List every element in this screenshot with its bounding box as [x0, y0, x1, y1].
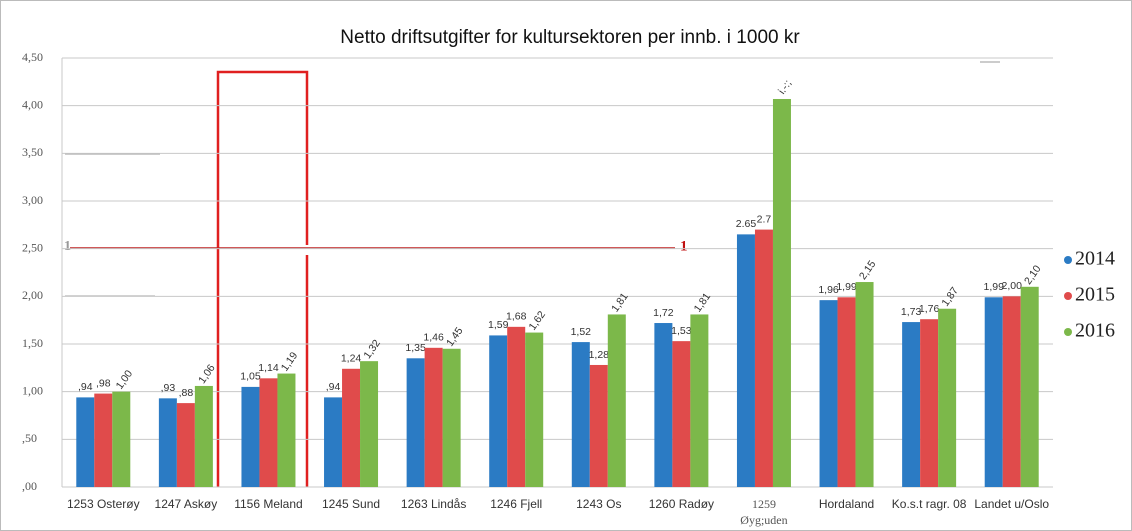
- data-label: 1,35: [405, 342, 426, 354]
- x-tick-label-part: Øyg;uden: [740, 513, 787, 527]
- bar: [690, 314, 709, 487]
- data-label: ,93: [161, 382, 176, 394]
- x-tick-label: 1243 Os: [576, 497, 621, 511]
- bar: [837, 297, 856, 487]
- bar: [406, 358, 425, 487]
- annotation-box: [216, 70, 309, 487]
- data-label: 1,96: [818, 284, 839, 296]
- bar: [736, 234, 755, 487]
- y-tick-label: 3,00: [22, 193, 43, 207]
- bar: [442, 348, 461, 487]
- bar: [984, 297, 1003, 487]
- bar: [194, 385, 213, 487]
- data-label: 1,53: [671, 325, 692, 337]
- data-label: 1,24: [341, 353, 362, 365]
- bar: [112, 391, 131, 487]
- x-tick-label: 1260 Radøy: [649, 497, 714, 511]
- y-tick-label: 4,50: [22, 50, 43, 64]
- bar: [259, 378, 278, 487]
- data-label: 2.65: [736, 218, 757, 230]
- bar: [1002, 296, 1021, 487]
- x-tick-label: 1245 Sund: [322, 497, 380, 511]
- bar: [938, 308, 957, 487]
- bar: [571, 342, 590, 487]
- y-tick-label: 1,50: [22, 336, 43, 350]
- bar: [672, 341, 691, 487]
- y-tick-label: 2,00: [22, 288, 43, 302]
- y-tick-label: ,50: [22, 431, 37, 445]
- y-tick-label: 3,50: [22, 145, 43, 159]
- x-tick-label: 1259 Øyg;uden: [740, 497, 787, 527]
- bar: [902, 322, 921, 487]
- data-label: 1,68: [506, 311, 527, 323]
- bar: [1020, 286, 1039, 487]
- data-label: 1,28: [589, 349, 610, 361]
- legend-swatch: [1064, 256, 1072, 264]
- data-label: 1,14: [258, 362, 279, 374]
- data-label: ,88: [179, 387, 194, 399]
- bar: [424, 347, 443, 487]
- bar: [607, 314, 626, 487]
- x-tick-label: 1246 Fjell: [490, 497, 542, 511]
- data-label: 1,72: [653, 307, 674, 319]
- x-tick-label: 1247 Askøy: [155, 497, 218, 511]
- x-tick-label-part: 1259: [752, 497, 776, 511]
- bar: [920, 319, 939, 487]
- legend-label: 2015: [1075, 284, 1115, 306]
- bar: [507, 326, 526, 487]
- data-label: 1,05: [240, 371, 261, 383]
- bar: [94, 393, 113, 487]
- legend-swatch: [1064, 328, 1072, 336]
- data-label: 1,46: [423, 332, 444, 344]
- data-label: 1,59: [488, 319, 509, 331]
- bar: [360, 361, 379, 487]
- x-tick-label: Hordaland: [819, 497, 874, 511]
- y-tick-label: 1,00: [22, 383, 43, 397]
- y-tick-label: 2,50: [22, 240, 43, 254]
- x-tick-label: 1263 Lindås: [401, 497, 466, 511]
- x-tick-label: Ko.s.t ragr. 08: [892, 497, 967, 511]
- bar: [654, 323, 673, 487]
- bar: [324, 397, 343, 487]
- annotation-shapes: [65, 61, 1000, 487]
- data-label: 2.7: [757, 213, 772, 225]
- bar: [176, 403, 195, 487]
- data-label: 1,76: [919, 303, 940, 315]
- bar: [855, 282, 874, 487]
- y-tick-label: 4,00: [22, 97, 43, 111]
- bar: [241, 386, 260, 487]
- x-tick-label: 1253 Osterøy: [67, 497, 140, 511]
- data-label: 2,00: [1001, 280, 1022, 292]
- bar: [525, 332, 544, 487]
- bar: [158, 398, 177, 487]
- legend-label: 2016: [1075, 320, 1115, 342]
- data-label: ,94: [78, 381, 93, 393]
- bar: [589, 364, 608, 487]
- bar: [489, 335, 508, 487]
- bar: [277, 373, 296, 487]
- x-tick-label: Landet u/Oslo: [974, 497, 1049, 511]
- annotation: 1: [680, 238, 688, 254]
- data-label: 1,99: [836, 281, 857, 293]
- legend-label: 2014: [1075, 248, 1115, 270]
- bar: [754, 229, 773, 487]
- annotation: 1: [64, 239, 71, 254]
- data-label: ,94: [326, 381, 341, 393]
- legend-swatch: [1064, 292, 1072, 300]
- bar: [819, 300, 838, 487]
- data-label: 1,99: [983, 281, 1004, 293]
- chart-title: Netto driftsutgifter for kultursektoren …: [340, 27, 800, 48]
- data-label: ,98: [96, 377, 111, 389]
- bar: [772, 98, 791, 487]
- data-label: 1,73: [901, 306, 922, 318]
- x-tick-label: 1156 Meland: [234, 497, 303, 511]
- bar: [76, 397, 95, 487]
- y-tick-label: ,00: [22, 479, 37, 493]
- bar: [342, 368, 361, 487]
- data-label: 1,52: [571, 326, 592, 338]
